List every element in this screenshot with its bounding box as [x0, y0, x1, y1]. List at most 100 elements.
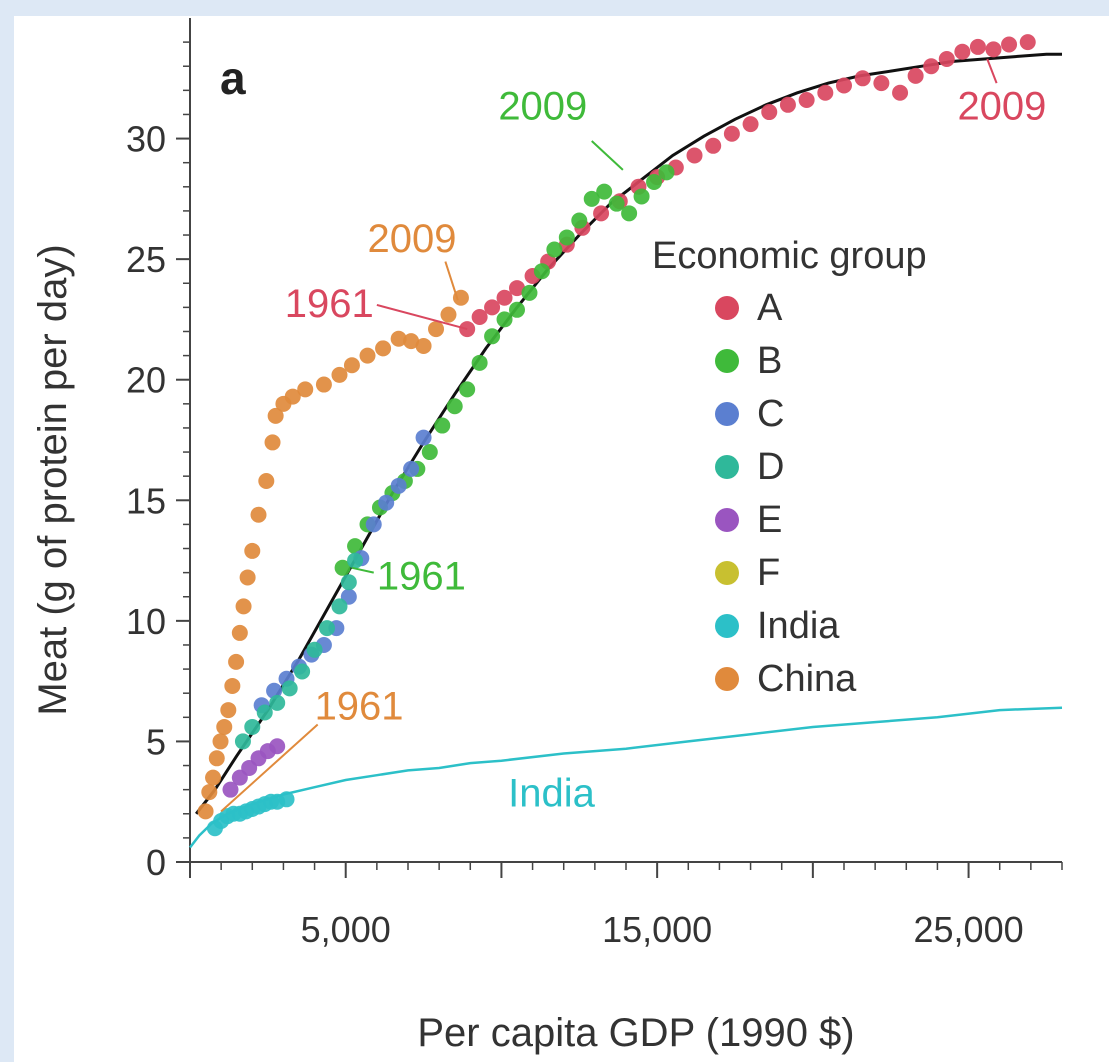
- data-point-a: [1019, 34, 1036, 51]
- data-point-china: [315, 376, 332, 393]
- data-point-d: [281, 680, 298, 697]
- annotation-label: 1961: [315, 685, 404, 729]
- y-tick-label: 25: [126, 239, 166, 280]
- data-point-b: [421, 444, 438, 461]
- data-point-china: [343, 357, 360, 374]
- data-point-china: [205, 769, 222, 786]
- data-point-a: [854, 70, 871, 87]
- data-point-a: [593, 205, 610, 222]
- data-point-a: [779, 96, 796, 113]
- data-point-a: [969, 38, 986, 55]
- data-point-a: [496, 289, 513, 306]
- data-point-china: [201, 784, 218, 801]
- data-point-b: [434, 417, 451, 434]
- data-point-d: [256, 704, 273, 721]
- data-point-b: [347, 538, 364, 555]
- data-point-a: [484, 299, 501, 316]
- data-point-china: [440, 306, 457, 323]
- data-point-china: [231, 624, 248, 641]
- chart-panel: [14, 16, 1109, 1062]
- data-point-b: [546, 241, 563, 258]
- data-point-b: [571, 212, 588, 229]
- data-point-a: [723, 125, 740, 142]
- legend-entry: China: [757, 658, 857, 700]
- annotation-label: 2009: [368, 217, 457, 261]
- data-point-d: [294, 663, 311, 680]
- data-point-a: [705, 137, 722, 154]
- y-axis-title: Meat (g of protein per day): [31, 244, 75, 715]
- data-point-china: [331, 366, 348, 383]
- data-point-e: [222, 781, 239, 798]
- data-point-a: [742, 116, 759, 133]
- data-point-d: [306, 641, 323, 658]
- data-point-e: [269, 738, 286, 755]
- legend-marker: [715, 402, 739, 426]
- data-point-china: [375, 340, 392, 357]
- data-point-c: [390, 477, 407, 494]
- data-point-b: [608, 195, 625, 212]
- data-point-china: [220, 702, 237, 719]
- data-point-b: [509, 301, 525, 318]
- data-point-a: [923, 58, 940, 75]
- data-point-a: [892, 84, 909, 101]
- data-point-china: [264, 434, 281, 451]
- legend-entry: D: [757, 446, 784, 488]
- y-tick-label: 10: [126, 601, 166, 642]
- y-tick-label: 5: [146, 721, 166, 762]
- annotation-leader: [444, 261, 459, 301]
- data-point-a: [873, 75, 890, 92]
- data-point-china: [428, 321, 445, 338]
- data-point-b: [334, 559, 351, 576]
- data-point-b: [459, 381, 476, 398]
- data-point-a: [817, 84, 834, 101]
- legend-entry: F: [757, 552, 780, 594]
- annotation-label: India: [508, 772, 595, 816]
- legend-marker: [715, 455, 739, 479]
- annotation-leader: [376, 303, 468, 331]
- data-point-b: [521, 284, 538, 301]
- data-point-china: [216, 718, 233, 735]
- data-point-c: [266, 682, 283, 699]
- data-point-b: [583, 190, 600, 207]
- data-point-china: [359, 347, 376, 364]
- annotation-label: 2009: [957, 84, 1046, 128]
- data-point-c: [365, 516, 382, 533]
- data-point-b: [633, 188, 650, 205]
- data-point-a: [761, 104, 778, 121]
- y-tick-label: 30: [126, 119, 166, 160]
- annotation-label: 1961: [377, 555, 466, 599]
- data-point-china: [258, 472, 275, 489]
- x-tick-label: 25,000: [914, 909, 1024, 950]
- data-point-b: [471, 354, 488, 371]
- data-point-b: [596, 183, 613, 200]
- data-point-china: [284, 388, 301, 405]
- data-point-a: [509, 280, 525, 297]
- data-point-a: [836, 77, 852, 94]
- annotation-leader: [591, 140, 624, 171]
- data-point-d: [269, 694, 286, 711]
- annotation-leader: [220, 723, 319, 813]
- data-point-b: [533, 263, 550, 280]
- annotation-leader: [986, 58, 998, 84]
- data-point-b: [446, 398, 463, 415]
- data-point-d: [340, 574, 357, 591]
- legend-marker: [715, 508, 739, 532]
- legend-marker: [715, 614, 739, 638]
- data-point-a: [471, 309, 488, 326]
- y-tick-label: 15: [126, 480, 166, 521]
- data-point-d: [244, 718, 261, 735]
- data-point-a: [907, 67, 924, 84]
- data-point-china: [415, 337, 432, 354]
- data-point-a: [798, 91, 815, 108]
- data-point-b: [484, 328, 501, 345]
- data-point-c: [415, 429, 432, 446]
- data-point-china: [212, 733, 229, 750]
- x-axis-title: Per capita GDP (1990 $): [417, 1011, 854, 1055]
- data-point-china: [224, 677, 241, 694]
- legend-entry: A: [757, 287, 783, 329]
- data-point-b: [621, 205, 638, 222]
- x-tick-label: 15,000: [602, 909, 712, 950]
- data-point-china: [250, 506, 267, 523]
- annotation-leader: [351, 566, 374, 574]
